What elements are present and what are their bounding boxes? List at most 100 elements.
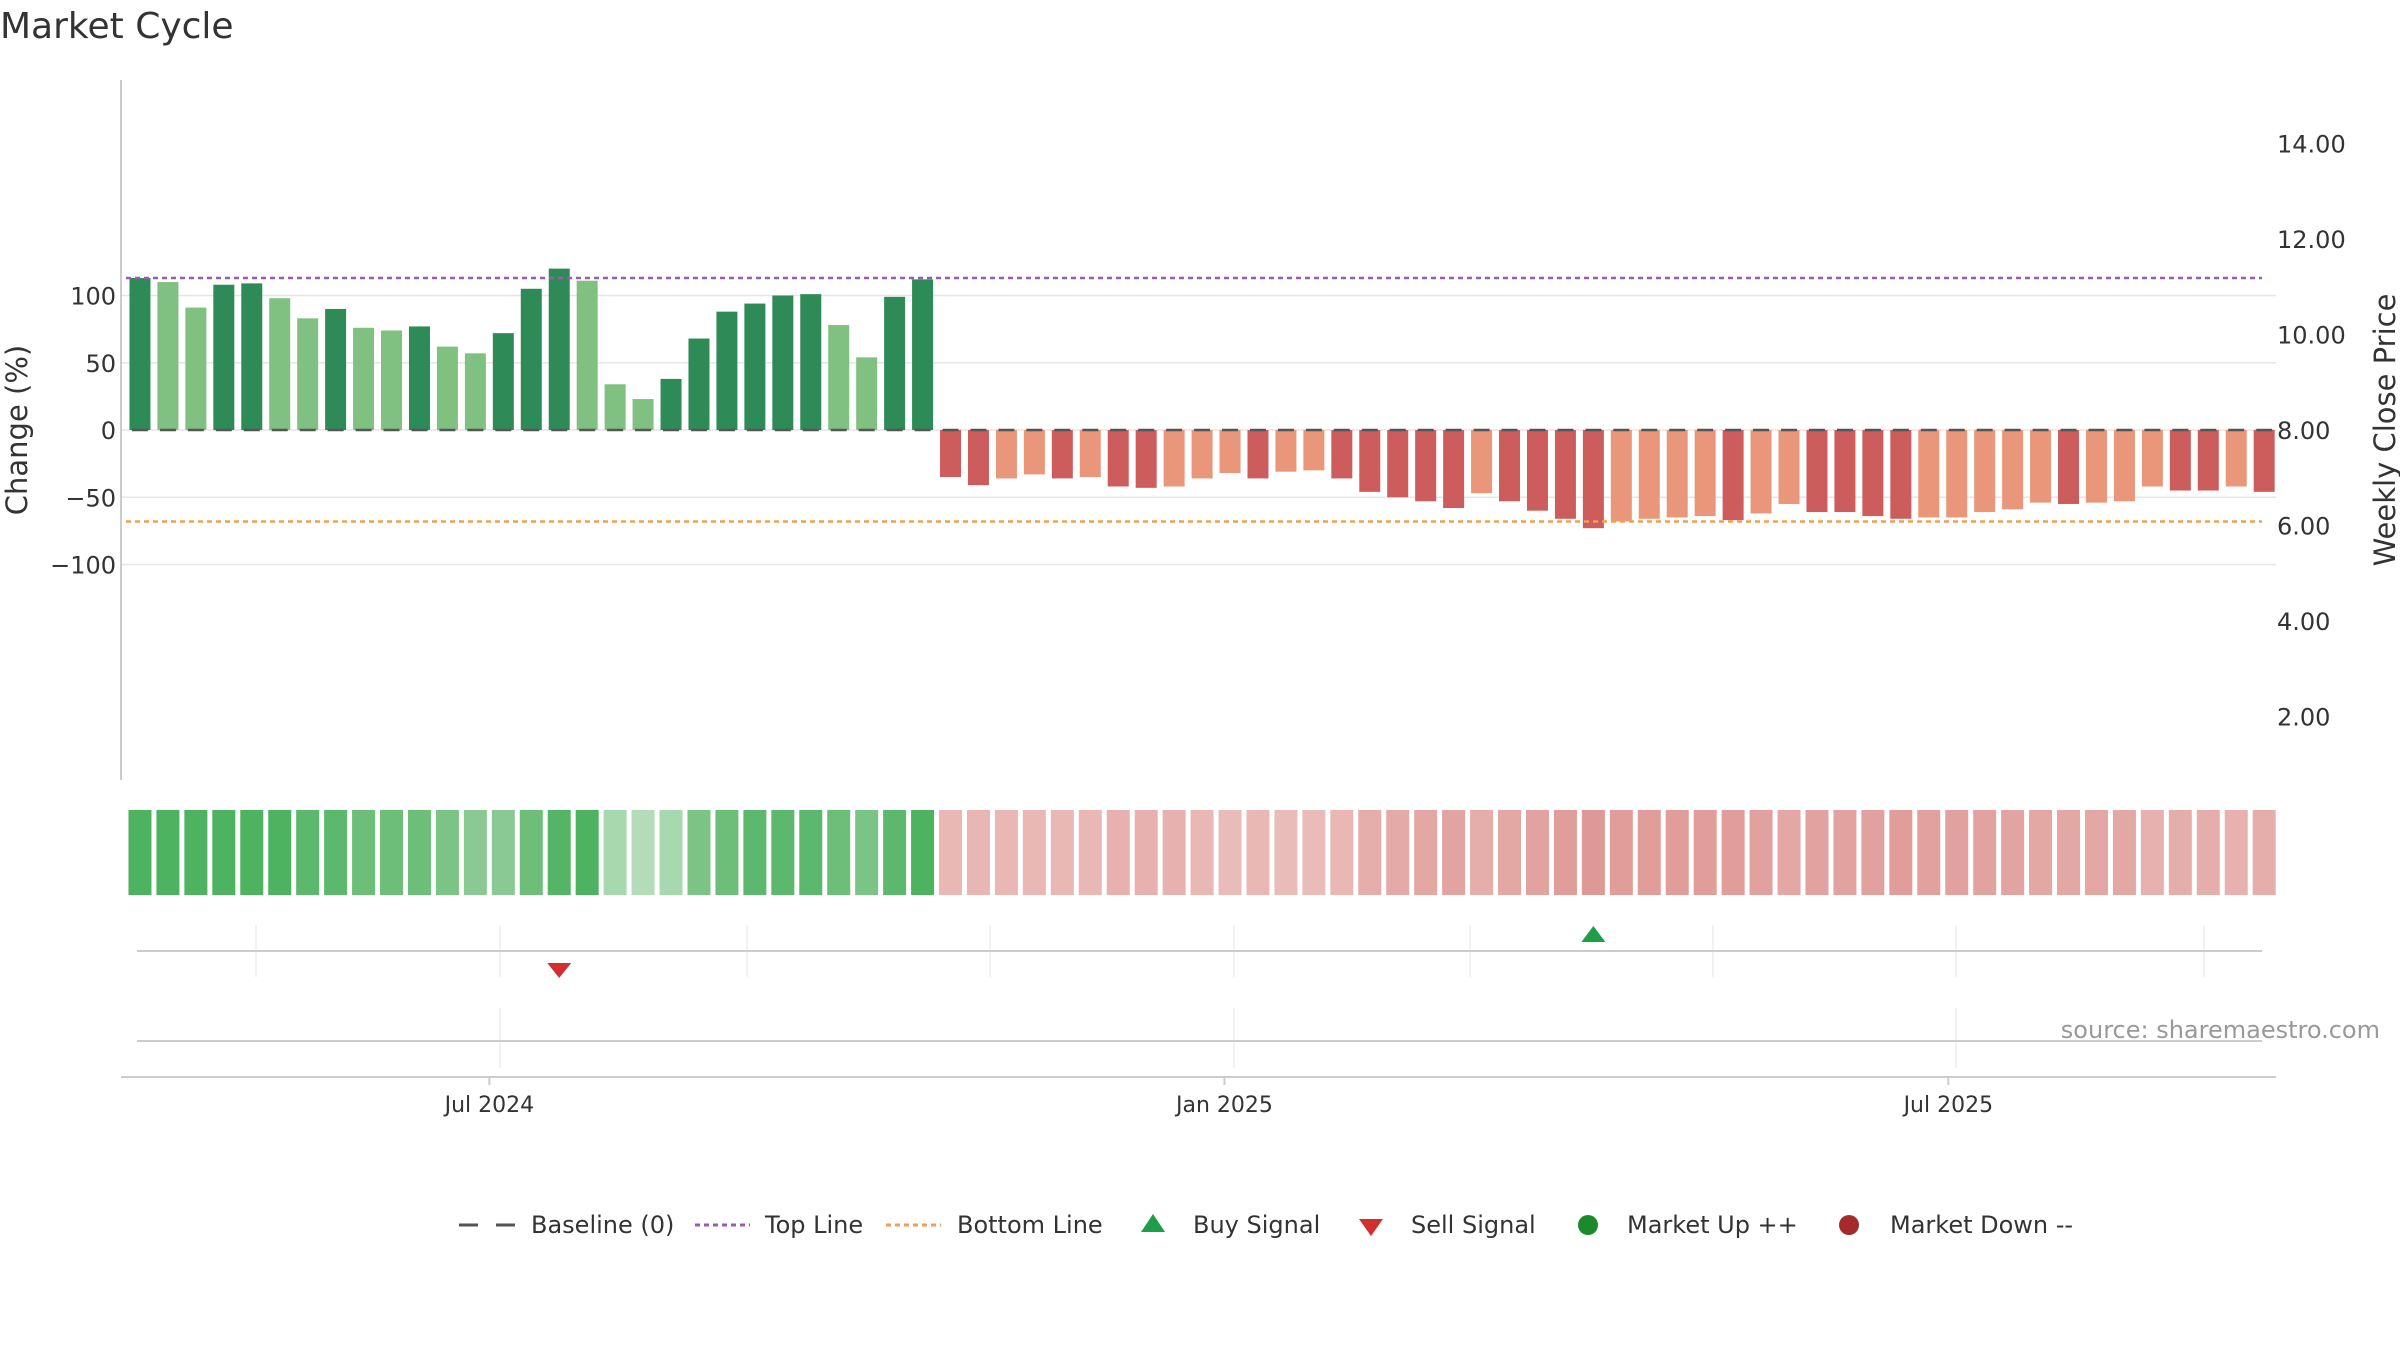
strip-cell bbox=[1246, 810, 1270, 895]
bar bbox=[1303, 430, 1325, 471]
market-up-dot-icon bbox=[1578, 1215, 1598, 1235]
y2-tick-label: 8.00 bbox=[2277, 417, 2330, 445]
strip-cell bbox=[631, 810, 655, 895]
bar bbox=[2141, 430, 2163, 487]
bar bbox=[129, 278, 151, 430]
y-tick-label: −100 bbox=[50, 552, 116, 580]
strip-cell bbox=[519, 810, 543, 895]
strip-cell bbox=[911, 810, 935, 895]
bar bbox=[828, 325, 850, 430]
bar bbox=[856, 357, 878, 430]
bar bbox=[2085, 430, 2107, 503]
strip-cell bbox=[1218, 810, 1242, 895]
y-tick-label: 100 bbox=[70, 283, 116, 311]
bar bbox=[967, 430, 989, 486]
strip-cell bbox=[1721, 810, 1745, 895]
bar bbox=[940, 430, 962, 478]
bar bbox=[297, 318, 319, 430]
buy-signal-marker bbox=[1581, 926, 1606, 942]
strip-cell bbox=[1050, 810, 1074, 895]
strip-cell bbox=[994, 810, 1018, 895]
bar bbox=[325, 308, 347, 430]
bar bbox=[2225, 430, 2247, 487]
bottom-panel: source: sharemaestro.com Jul 2024 Jan 202… bbox=[121, 1008, 2380, 1118]
bar bbox=[1191, 430, 1213, 479]
strip-cell bbox=[1693, 810, 1717, 895]
bar bbox=[157, 282, 179, 430]
bar bbox=[912, 279, 934, 430]
bar bbox=[1610, 430, 1632, 522]
strip-cell bbox=[1609, 810, 1633, 895]
strip-cell bbox=[1861, 810, 1885, 895]
x-tick-label: Jul 2025 bbox=[1902, 1093, 1994, 1118]
bar bbox=[1387, 430, 1409, 498]
bar bbox=[1722, 430, 1744, 521]
bar bbox=[1499, 430, 1521, 502]
legend-buy-signal-label: Buy Signal bbox=[1193, 1211, 1320, 1239]
legend-top-line: Top Line bbox=[695, 1211, 863, 1239]
sell-triangle-icon bbox=[1359, 1219, 1383, 1236]
x-axis-ticks: Jul 2024 Jan 2025 Jul 2025 bbox=[443, 1077, 1994, 1118]
strip-cell bbox=[1637, 810, 1661, 895]
strip-cell bbox=[1553, 810, 1577, 895]
legend: Baseline (0) Top Line Bottom Line Buy Si… bbox=[459, 1211, 2073, 1239]
bar bbox=[744, 303, 766, 430]
y2-tick-label: 4.00 bbox=[2277, 608, 2330, 636]
bottom-grid bbox=[499, 1008, 1957, 1068]
legend-baseline: Baseline (0) bbox=[459, 1211, 674, 1239]
strip-cell bbox=[1078, 810, 1102, 895]
strip-cell bbox=[715, 810, 739, 895]
strip-cell bbox=[2057, 810, 2081, 895]
bar bbox=[1526, 430, 1548, 511]
bar bbox=[1554, 430, 1576, 519]
chart-title: Market Cycle bbox=[0, 6, 234, 47]
bar bbox=[632, 399, 654, 430]
bar bbox=[1806, 430, 1828, 513]
strip-cell bbox=[1833, 810, 1857, 895]
legend-market-down-label: Market Down -- bbox=[1890, 1211, 2073, 1239]
bar bbox=[2058, 430, 2080, 504]
strip-cell bbox=[2224, 810, 2248, 895]
strip-cell bbox=[156, 810, 180, 895]
bar bbox=[2113, 430, 2135, 502]
bar bbox=[408, 326, 430, 430]
market-strip bbox=[128, 810, 2276, 895]
y2-tick-label: 12.00 bbox=[2277, 226, 2346, 254]
strip-cell bbox=[1749, 810, 1773, 895]
y-tick-label: −50 bbox=[65, 484, 116, 512]
bar bbox=[1946, 430, 1968, 518]
bar bbox=[1666, 430, 1688, 518]
strip-cell bbox=[883, 810, 907, 895]
bar bbox=[1023, 430, 1045, 475]
strip-cell bbox=[184, 810, 208, 895]
strip-cell bbox=[827, 810, 851, 895]
strip-cell bbox=[1973, 810, 1997, 895]
bar bbox=[2197, 430, 2219, 491]
bar bbox=[269, 298, 291, 430]
strip-cell bbox=[1414, 810, 1438, 895]
strip-cell bbox=[128, 810, 152, 895]
strip-cell bbox=[659, 810, 683, 895]
market-down-dot-icon bbox=[1839, 1215, 1859, 1235]
y2-tick-label: 6.00 bbox=[2277, 513, 2330, 541]
strip-cell bbox=[1917, 810, 1941, 895]
y-axis-label: Change (%) bbox=[0, 345, 34, 515]
bar bbox=[1107, 430, 1129, 487]
strip-cell bbox=[966, 810, 990, 895]
strip-cell bbox=[1889, 810, 1913, 895]
strip-cell bbox=[1274, 810, 1298, 895]
bar bbox=[213, 284, 235, 430]
strip-cell bbox=[463, 810, 487, 895]
legend-bottom-line: Bottom Line bbox=[886, 1211, 1103, 1239]
y2-tick-label: 2.00 bbox=[2277, 704, 2330, 732]
strip-cell bbox=[799, 810, 823, 895]
strip-cell bbox=[2252, 810, 2276, 895]
strip-cell bbox=[2084, 810, 2108, 895]
bar-series bbox=[129, 268, 2275, 529]
legend-bottom-line-label: Bottom Line bbox=[957, 1211, 1103, 1239]
bar bbox=[1051, 430, 1073, 479]
bar bbox=[1135, 430, 1157, 488]
bar bbox=[688, 338, 710, 430]
strip-cell bbox=[939, 810, 963, 895]
strip-cell bbox=[1525, 810, 1549, 895]
